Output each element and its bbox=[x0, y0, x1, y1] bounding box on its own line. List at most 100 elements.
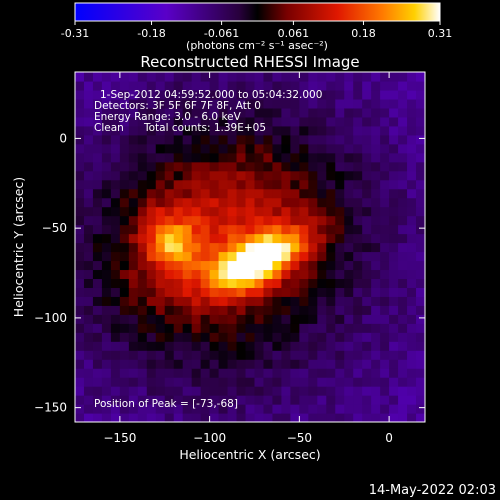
heatmap-cell bbox=[407, 305, 417, 315]
heatmap-cell bbox=[344, 368, 354, 378]
heatmap-cell bbox=[389, 260, 399, 271]
heatmap-cell bbox=[146, 332, 157, 342]
heatmap-cell bbox=[137, 368, 148, 378]
heatmap-cell bbox=[101, 314, 112, 324]
heatmap-cell bbox=[362, 107, 372, 118]
heatmap-cell bbox=[137, 125, 148, 136]
heatmap-cell bbox=[128, 359, 139, 369]
heatmap-cell bbox=[164, 170, 175, 181]
heatmap-cell bbox=[119, 143, 130, 154]
heatmap-cell bbox=[119, 350, 130, 360]
heatmap-cell bbox=[371, 377, 381, 387]
heatmap-cell bbox=[75, 251, 85, 262]
heatmap-cell bbox=[281, 251, 291, 262]
heatmap-cell bbox=[191, 278, 202, 288]
heatmap-cell bbox=[263, 359, 274, 369]
heatmap-cell bbox=[272, 80, 283, 91]
heatmap-cell bbox=[164, 269, 175, 280]
heatmap-cell bbox=[75, 143, 85, 154]
heatmap-cell bbox=[119, 269, 130, 280]
heatmap-cell bbox=[191, 260, 202, 271]
heatmap-cell bbox=[146, 80, 157, 91]
heatmap-cell bbox=[209, 404, 220, 414]
heatmap-cell bbox=[119, 224, 130, 235]
heatmap-cell bbox=[290, 161, 300, 172]
heatmap-cell bbox=[272, 107, 283, 118]
heatmap-cell bbox=[155, 386, 166, 396]
heatmap-cell bbox=[110, 305, 121, 315]
heatmap-cell bbox=[200, 125, 211, 136]
heatmap-cell bbox=[173, 332, 184, 342]
heatmap-cell bbox=[236, 188, 247, 199]
heatmap-cell bbox=[263, 242, 274, 253]
heatmap-cell bbox=[344, 116, 354, 127]
heatmap-cell bbox=[263, 386, 274, 396]
heatmap-cell bbox=[218, 377, 229, 387]
heatmap-cell bbox=[299, 98, 309, 109]
heatmap-cell bbox=[92, 386, 103, 396]
heatmap-cell bbox=[380, 197, 390, 208]
annotation-counts: Total counts: 1.39E+05 bbox=[143, 122, 266, 134]
heatmap-cell bbox=[362, 125, 372, 136]
heatmap-cell bbox=[200, 161, 211, 172]
heatmap-cell bbox=[110, 323, 121, 333]
heatmap-cell bbox=[137, 377, 148, 387]
heatmap-cell bbox=[416, 179, 425, 190]
heatmap-cell bbox=[398, 350, 408, 360]
heatmap-cell bbox=[290, 296, 300, 306]
heatmap-cell bbox=[218, 260, 229, 271]
heatmap-cell bbox=[371, 224, 381, 235]
heatmap-cell bbox=[272, 215, 283, 226]
heatmap-cell bbox=[75, 332, 85, 342]
heatmap-cell bbox=[155, 72, 166, 82]
colorbar-tick-label: 0.18 bbox=[351, 27, 376, 40]
heatmap-cell bbox=[290, 80, 300, 91]
heatmap-cell bbox=[407, 341, 417, 351]
heatmap-cell bbox=[101, 323, 112, 333]
heatmap-cell bbox=[209, 233, 220, 244]
heatmap-cell bbox=[416, 350, 425, 360]
heatmap-cell bbox=[128, 251, 139, 262]
heatmap-cell bbox=[182, 260, 193, 271]
heatmap-cell bbox=[236, 314, 247, 324]
heatmap-cell bbox=[92, 116, 103, 127]
heatmap-cell bbox=[389, 305, 399, 315]
heatmap-cell bbox=[173, 170, 184, 181]
heatmap-cell bbox=[299, 395, 309, 405]
heatmap-cell bbox=[416, 80, 425, 91]
heatmap-cell bbox=[272, 296, 283, 306]
heatmap-cell bbox=[344, 359, 354, 369]
heatmap-cell bbox=[191, 161, 202, 172]
heatmap-cell bbox=[299, 224, 309, 235]
heatmap-cell bbox=[362, 116, 372, 127]
heatmap-cell bbox=[290, 206, 300, 217]
heatmap-cell bbox=[155, 413, 166, 422]
heatmap-cell bbox=[227, 143, 238, 154]
heatmap-cell bbox=[326, 332, 336, 342]
heatmap-cell bbox=[209, 89, 220, 100]
heatmap-cell bbox=[362, 332, 372, 342]
heatmap-cell bbox=[362, 287, 372, 297]
heatmap-cell bbox=[389, 251, 399, 262]
heatmap-cell bbox=[173, 107, 184, 118]
heatmap-cell bbox=[272, 206, 283, 217]
heatmap-cell bbox=[398, 197, 408, 208]
heatmap-cell bbox=[119, 170, 130, 181]
heatmap-cell bbox=[75, 404, 85, 414]
heatmap-cell bbox=[200, 296, 211, 306]
heatmap-cell bbox=[272, 323, 283, 333]
heatmap-cell bbox=[173, 260, 184, 271]
heatmap-cell bbox=[209, 188, 220, 199]
heatmap-cell bbox=[254, 359, 265, 369]
heatmap-cell bbox=[128, 233, 139, 244]
heatmap-cell bbox=[191, 224, 202, 235]
heatmap-cell bbox=[281, 323, 291, 333]
heatmap-cell bbox=[416, 125, 425, 136]
heatmap-cell bbox=[335, 188, 345, 199]
heatmap-cell bbox=[92, 72, 103, 82]
heatmap-cell bbox=[164, 260, 175, 271]
heatmap-cell bbox=[191, 143, 202, 154]
heatmap-cell bbox=[83, 314, 94, 324]
heatmap-cell bbox=[362, 368, 372, 378]
heatmap-cell bbox=[290, 233, 300, 244]
